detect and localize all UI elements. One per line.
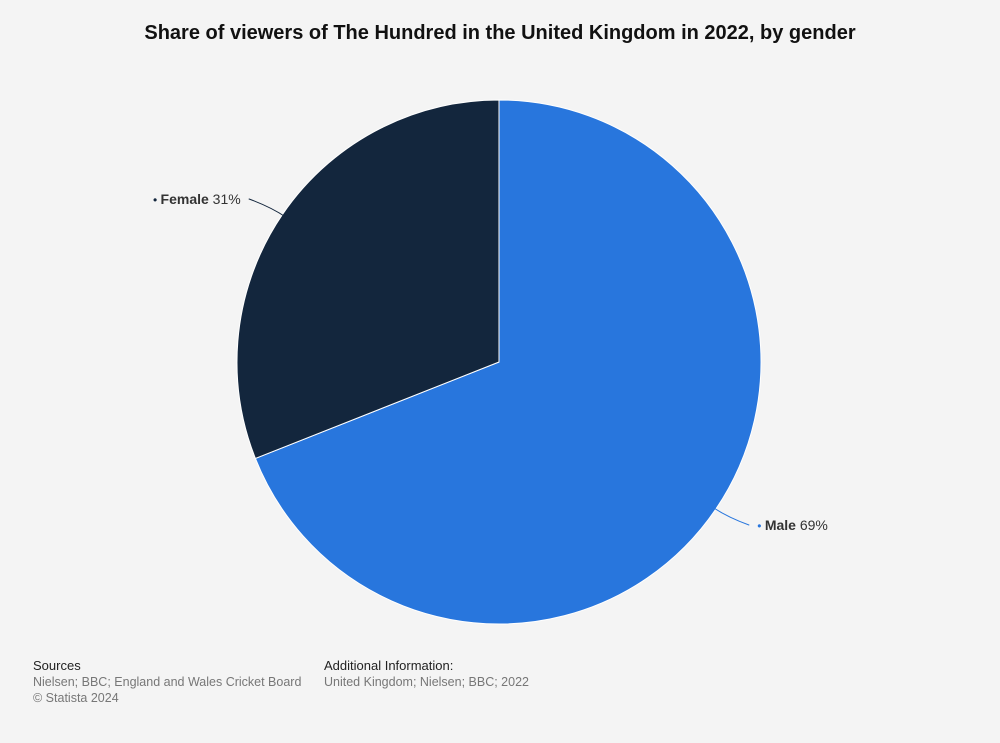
connector-male — [712, 506, 750, 526]
data-label-male: • Male 69% — [757, 517, 828, 533]
additional-info-block: Additional Information: United Kingdom; … — [324, 658, 529, 690]
additional-info-heading[interactable]: Additional Information: — [324, 658, 454, 673]
sources-block: Sources Nielsen; BBC; England and Wales … — [33, 658, 301, 706]
sources-heading[interactable]: Sources — [33, 658, 81, 673]
data-label-female: • Female 31% — [153, 191, 241, 207]
additional-info-text: United Kingdom; Nielsen; BBC; 2022 — [324, 675, 529, 689]
sources-text: Nielsen; BBC; England and Wales Cricket … — [33, 675, 302, 689]
copyright-text: © Statista 2024 — [33, 691, 119, 705]
chart-title: Share of viewers of The Hundred in the U… — [144, 22, 856, 44]
connector-female — [248, 198, 286, 218]
